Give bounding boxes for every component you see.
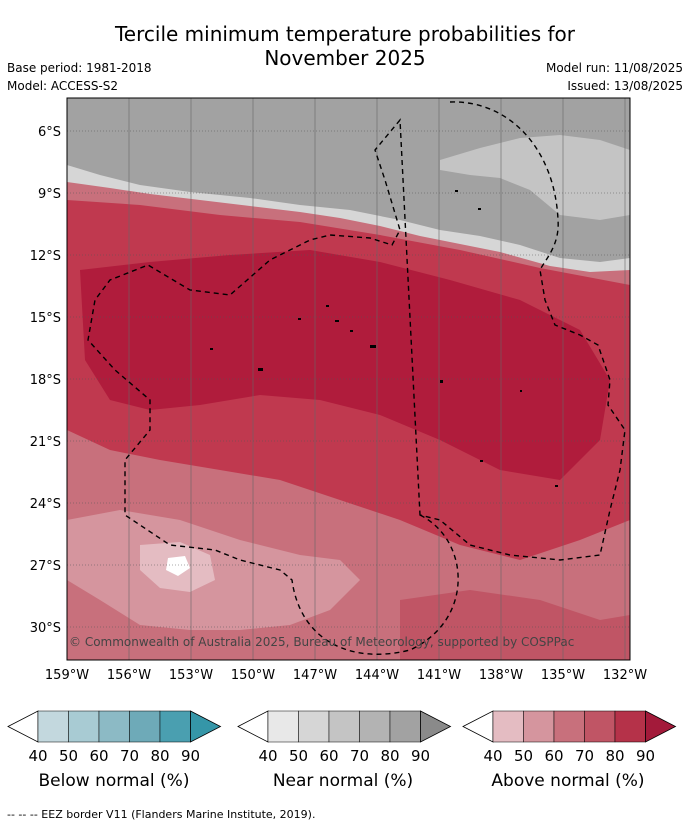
- islands: [210, 190, 558, 487]
- colorbar-tick-label: 40: [483, 747, 502, 765]
- colorbar-extend-high: [190, 710, 222, 743]
- above-normal-label: Above normal (%): [491, 771, 645, 791]
- colorbar-segment: [523, 710, 555, 743]
- colorbar-segment: [37, 710, 69, 743]
- colorbar-tick-label: 90: [411, 747, 430, 765]
- issued-date: Issued: 13/08/2025: [567, 79, 683, 93]
- colorbar-tick-label: 60: [544, 747, 563, 765]
- above-normal-light-south: [67, 510, 360, 630]
- near-normal-label: Near normal (%): [272, 771, 414, 791]
- title-line-2: November 2025: [264, 46, 426, 70]
- colorbar-segment: [129, 710, 161, 743]
- near-normal-transition: [67, 165, 630, 272]
- colorbar-tick-label: 70: [350, 747, 369, 765]
- near-normal-region: [67, 98, 630, 268]
- colorbar-segment: [159, 710, 191, 743]
- lat-tick-label: 15°S: [30, 311, 61, 326]
- colorbar-tick-label: 40: [28, 747, 47, 765]
- colorbar-tick-label: 70: [575, 747, 594, 765]
- lon-tick-label: 141°W: [417, 668, 461, 683]
- colorbar-above-normal: 40 50 60 70 80 90: [462, 710, 677, 765]
- map-frame: [66, 97, 631, 661]
- colorbar-tick-label: 90: [181, 747, 200, 765]
- colorbar-segment: [584, 710, 616, 743]
- lon-tick-label: 147°W: [293, 668, 337, 683]
- colorbar-tick-label: 50: [59, 747, 78, 765]
- lon-tick-label: 150°W: [231, 668, 275, 683]
- model-name: Model: ACCESS-S2: [7, 79, 119, 93]
- colorbar-tick-label: 80: [605, 747, 624, 765]
- colorbar-extend-low: [7, 710, 39, 743]
- meta-right: Model run: 11/08/2025 Issued: 13/08/2025: [546, 59, 683, 95]
- eez-legend-note: -- -- -- EEZ border V11 (Flanders Marine…: [7, 808, 316, 821]
- colorbar-segment: [359, 710, 391, 743]
- colorbar-segment: [98, 710, 130, 743]
- colorbar-near-normal: 40 50 60 70 80 90: [237, 710, 452, 765]
- colorbar-segment: [328, 710, 360, 743]
- copyright-text: © Commonwealth of Australia 2025, Bureau…: [69, 635, 574, 649]
- lon-tick-label: 159°W: [45, 668, 89, 683]
- longitude-axis: 159°W 156°W 153°W 150°W 147°W 144°W 141°W 138°W…: [45, 668, 647, 683]
- colorbar-segment: [68, 710, 100, 743]
- lon-tick-label: 132°W: [603, 668, 647, 683]
- colorbar-segment: [492, 710, 524, 743]
- colorbar-tick-label: 60: [89, 747, 108, 765]
- eez-borders: [87, 101, 626, 655]
- colorbar-extend-low: [462, 710, 494, 743]
- lon-tick-label: 135°W: [541, 668, 585, 683]
- lon-tick-label: 138°W: [479, 668, 523, 683]
- lat-tick-label: 18°S: [30, 373, 61, 388]
- lon-tick-label: 144°W: [355, 668, 399, 683]
- colorbar-tick-label: 40: [258, 747, 277, 765]
- white-patch: [166, 556, 190, 576]
- colorbar-extend-high: [645, 710, 677, 743]
- lat-tick-label: 12°S: [30, 249, 61, 264]
- chart-title: Tercile minimum temperature probabilitie…: [0, 22, 690, 70]
- grid-lines: [67, 130, 630, 628]
- lat-tick-label: 21°S: [30, 435, 61, 450]
- base-period: Base period: 1981-2018: [7, 61, 152, 75]
- colorbar-tick-label: 60: [319, 747, 338, 765]
- below-normal-label: Below normal (%): [38, 771, 190, 791]
- colorbar-extend-high: [420, 710, 452, 743]
- colorbar-segment: [389, 710, 421, 743]
- above-normal-south-east: [400, 590, 630, 660]
- colorbar-extend-low: [237, 710, 269, 743]
- lat-tick-label: 24°S: [30, 497, 61, 512]
- colorbar-segment: [553, 710, 585, 743]
- title-line-1: Tercile minimum temperature probabilitie…: [114, 22, 576, 46]
- colorbar-segment: [298, 710, 330, 743]
- colorbar-tick-label: 50: [514, 747, 533, 765]
- lon-tick-label: 156°W: [107, 668, 151, 683]
- colorbar-tick-label: 80: [380, 747, 399, 765]
- latitude-axis: 6°S 9°S 12°S 15°S 18°S 21°S 24°S 27°S 30°S: [30, 125, 61, 636]
- colorbar-tick-label: 70: [120, 747, 139, 765]
- above-normal-core: [80, 250, 610, 480]
- colorbar-segment: [614, 710, 646, 743]
- lat-tick-label: 6°S: [38, 125, 61, 140]
- colorbar-segment: [267, 710, 299, 743]
- meta-left: Base period: 1981-2018 Model: ACCESS-S2: [7, 59, 152, 95]
- colorbar-below-normal: 40 50 60 70 80 90: [7, 710, 222, 765]
- lon-tick-label: 153°W: [169, 668, 213, 683]
- meridians: [128, 98, 626, 660]
- lat-tick-label: 27°S: [30, 559, 61, 574]
- lat-tick-label: 30°S: [30, 621, 61, 636]
- model-run: Model run: 11/08/2025: [545, 61, 683, 75]
- colorbar-tick-label: 50: [289, 747, 308, 765]
- near-normal-light-patch: [440, 135, 630, 220]
- colorbar-tick-label: 90: [636, 747, 655, 765]
- lat-tick-label: 9°S: [38, 187, 61, 202]
- colorbar-tick-label: 80: [150, 747, 169, 765]
